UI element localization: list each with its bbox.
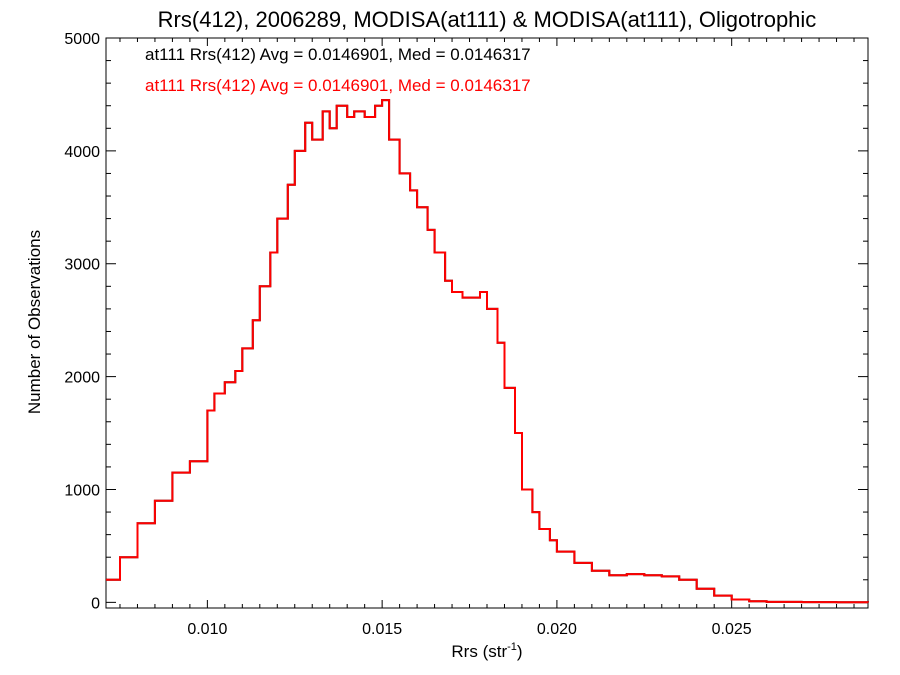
x-axis-label-text: Rrs (str — [451, 642, 507, 661]
x-axis-label: Rrs (str-1) — [451, 641, 522, 661]
y-tick-label: 1000 — [64, 482, 100, 499]
x-axis-label-close: ) — [517, 642, 523, 661]
series-layer — [106, 99, 869, 604]
histogram-series-1 — [106, 99, 869, 604]
y-tick-label: 2000 — [64, 370, 100, 387]
y-tick-label: 0 — [91, 595, 100, 612]
chart-title: Rrs(412), 2006289, MODISA(at111) & MODIS… — [158, 7, 817, 32]
x-tick-label: 0.015 — [362, 621, 402, 638]
annotation-red: at111 Rrs(412) Avg = 0.0146901, Med = 0.… — [145, 76, 531, 95]
y-tick-label: 4000 — [64, 144, 100, 161]
x-axis-label-superscript: -1 — [507, 641, 517, 653]
histogram-series-0 — [106, 99, 869, 604]
y-axis: 0 1000 2000 3000 4000 5000 — [64, 31, 868, 612]
annotation-black: at111 Rrs(412) Avg = 0.0146901, Med = 0.… — [145, 45, 531, 64]
x-axis: 0.010 0.015 0.020 0.025 — [119, 38, 855, 638]
y-tick-label: 3000 — [64, 257, 100, 274]
y-axis-label: Number of Observations — [25, 230, 44, 414]
x-tick-label: 0.025 — [712, 621, 752, 638]
plot-frame — [105, 37, 869, 609]
y-tick-label: 5000 — [64, 31, 100, 48]
x-tick-label: 0.020 — [537, 621, 577, 638]
x-tick-label: 0.010 — [187, 621, 227, 638]
